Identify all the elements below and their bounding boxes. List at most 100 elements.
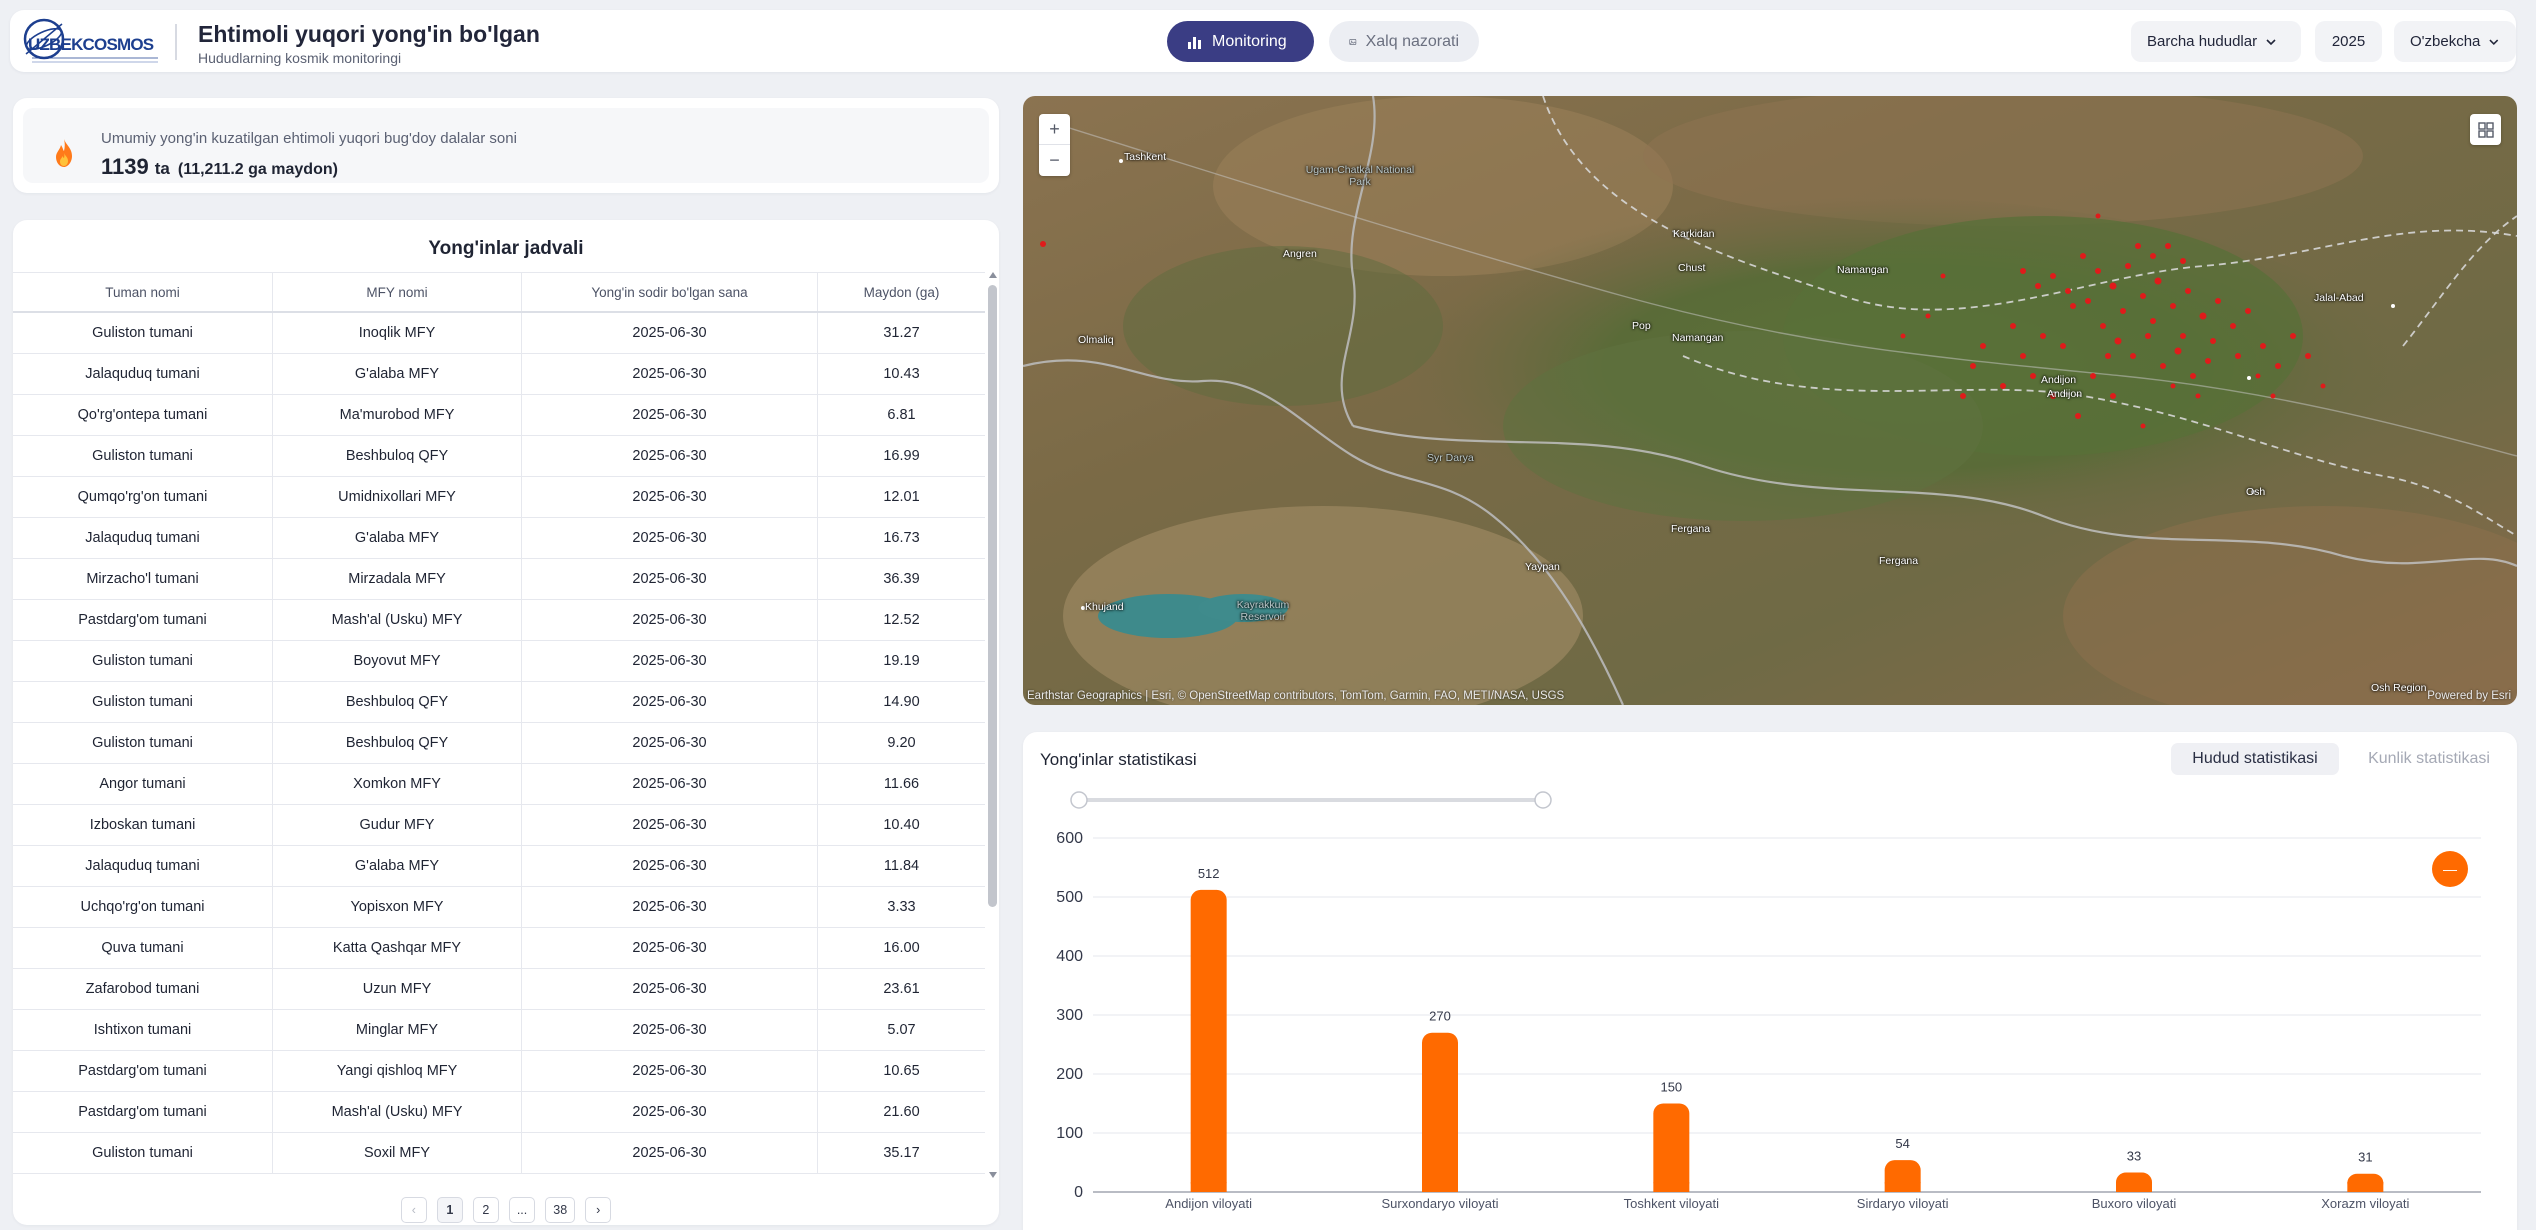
zoom-in-button[interactable]: + bbox=[1039, 114, 1070, 145]
bar[interactable] bbox=[1653, 1103, 1690, 1193]
cell-mfy: Inoqlik MFY bbox=[273, 313, 522, 353]
table-scrollbar[interactable] bbox=[986, 272, 999, 1178]
table-row[interactable]: Izboskan tumani Gudur MFY 2025-06-30 10.40 bbox=[13, 805, 985, 846]
table-row[interactable]: Pastdarg'om tumani Mash'al (Usku) MFY 2025… bbox=[13, 1092, 985, 1133]
bar-value-label: 150 bbox=[1660, 1080, 1682, 1095]
table-row[interactable]: Ishtixon tumani Minglar MFY 2025-06-30 5.07 bbox=[13, 1010, 985, 1051]
table-row[interactable]: Jalaquduq tumani G'alaba MFY 2025-06-30 11.… bbox=[13, 846, 985, 887]
map-label: Syr Darya bbox=[1427, 452, 1474, 464]
cell-tuman: Uchqo'rg'on tumani bbox=[13, 887, 273, 927]
language-select-value: O'zbekcha bbox=[2410, 33, 2481, 50]
chart-menu-button[interactable]: — bbox=[2432, 851, 2468, 887]
cell-tuman: Pastdarg'om tumani bbox=[13, 600, 273, 640]
tab-hudud-statistikasi[interactable]: Hudud statistikasi bbox=[2171, 743, 2339, 775]
chevron-down-icon bbox=[2489, 39, 2499, 45]
x-tick-label: Toshkent viloyati bbox=[1624, 1196, 1719, 1211]
scroll-down-icon[interactable] bbox=[989, 1172, 997, 1178]
table-row[interactable]: Qo'rg'ontepa tumani Ma'murobod MFY 2025-06… bbox=[13, 395, 985, 436]
map-label: Khujand bbox=[1085, 601, 1124, 613]
bar-base bbox=[2347, 1182, 2384, 1192]
cell-tuman: Zafarobod tumani bbox=[13, 969, 273, 1009]
x-tick-label: Sirdaryo viloyati bbox=[1857, 1196, 1949, 1211]
region-select[interactable]: Barcha hududlar bbox=[2131, 21, 2301, 62]
range-slider-end-handle[interactable] bbox=[1534, 791, 1552, 809]
bar-base bbox=[1190, 1182, 1227, 1192]
table-row[interactable]: Jalaquduq tumani G'alaba MFY 2025-06-30 10.… bbox=[13, 354, 985, 395]
table-row[interactable]: Qumqo'rg'on tumani Umidnixollari MFY 2025-… bbox=[13, 477, 985, 518]
scroll-thumb[interactable] bbox=[988, 285, 997, 907]
column-header[interactable]: MFY nomi bbox=[273, 273, 522, 311]
table-row[interactable]: Guliston tumani Beshbuloq QFY 2025-06-30 16… bbox=[13, 436, 985, 477]
map-imagery[interactable] bbox=[1023, 96, 2517, 705]
cell-area: 12.52 bbox=[883, 612, 920, 628]
cell-area: 10.43 bbox=[883, 366, 920, 382]
summary-value: 1139 ta (11,211.2 ga maydon) bbox=[101, 154, 338, 180]
cell-tuman: Quva tumani bbox=[13, 928, 273, 968]
cell-tuman: Ishtixon tumani bbox=[13, 1010, 273, 1050]
uzbekcosmos-logo[interactable]: UZBEKCOSMOS bbox=[20, 16, 165, 68]
page-button-2[interactable]: 2 bbox=[472, 1197, 499, 1223]
scroll-up-icon[interactable] bbox=[989, 272, 997, 278]
table-row[interactable]: Angor tumani Xomkon MFY 2025-06-30 11.66 bbox=[13, 764, 985, 805]
tab-kunlik-statistikasi[interactable]: Kunlik statistikasi bbox=[2368, 750, 2490, 767]
cell-mfy: Mash'al (Usku) MFY bbox=[273, 600, 522, 640]
table-row[interactable]: Guliston tumani Boyovut MFY 2025-06-30 19.1… bbox=[13, 641, 985, 682]
table-row[interactable]: Guliston tumani Beshbuloq QFY 2025-06-30 9.… bbox=[13, 723, 985, 764]
cell-mfy: Ma'murobod MFY bbox=[273, 395, 522, 435]
page-ellipsis[interactable]: ... bbox=[508, 1197, 536, 1223]
page-button-38[interactable]: 38 bbox=[545, 1197, 576, 1223]
cell-tuman: Jalaquduq tumani bbox=[13, 354, 273, 394]
column-header[interactable]: Maydon (ga) bbox=[863, 284, 940, 300]
satellite-map[interactable]: Tashkent Ugam-Chatkal National Park Angr… bbox=[1023, 96, 2517, 705]
table-row[interactable]: Guliston tumani Inoqlik MFY 2025-06-30 31.2… bbox=[13, 313, 985, 354]
map-label: Fergana bbox=[1671, 523, 1711, 535]
map-powered-by[interactable]: Powered by Esri bbox=[2427, 690, 2511, 702]
page-button-1[interactable]: 1 bbox=[436, 1197, 463, 1223]
year-select-value: 2025 bbox=[2331, 33, 2366, 50]
range-slider-start-handle[interactable] bbox=[1070, 791, 1088, 809]
table-row[interactable]: Mirzacho'l tumani Mirzadala MFY 2025-06-30… bbox=[13, 559, 985, 600]
table-row[interactable]: Pastdarg'om tumani Mash'al (Usku) MFY 2025… bbox=[13, 600, 985, 641]
cell-tuman: Angor tumani bbox=[13, 764, 273, 804]
tab-monitoring[interactable]: Monitoring bbox=[1167, 21, 1314, 62]
language-select[interactable]: O'zbekcha bbox=[2394, 21, 2516, 62]
cell-date: 2025-06-30 bbox=[522, 354, 818, 394]
cell-date: 2025-06-30 bbox=[522, 395, 818, 435]
cell-date: 2025-06-30 bbox=[522, 641, 818, 681]
column-header[interactable]: Tuman nomi bbox=[13, 273, 273, 311]
cell-date: 2025-06-30 bbox=[522, 313, 818, 353]
zoom-out-button[interactable]: − bbox=[1049, 150, 1060, 170]
cell-mfy: Xomkon MFY bbox=[273, 764, 522, 804]
layers-button[interactable] bbox=[2470, 114, 2501, 145]
table-row[interactable]: Jalaquduq tumani G'alaba MFY 2025-06-30 16.… bbox=[13, 518, 985, 559]
cell-tuman: Jalaquduq tumani bbox=[13, 846, 273, 886]
cell-mfy: Beshbuloq QFY bbox=[273, 682, 522, 722]
y-tick-label: 100 bbox=[1056, 1125, 1083, 1142]
cell-mfy: Katta Qashqar MFY bbox=[273, 928, 522, 968]
table-row[interactable]: Guliston tumani Soxil MFY 2025-06-30 35.17 bbox=[13, 1133, 985, 1174]
x-tick-label: Andijon viloyati bbox=[1165, 1196, 1252, 1211]
x-tick-label: Xorazm viloyati bbox=[2321, 1196, 2409, 1211]
bar-value-label: 512 bbox=[1198, 866, 1220, 881]
table-row[interactable]: Pastdarg'om tumani Yangi qishloq MFY 2025-… bbox=[13, 1051, 985, 1092]
cell-area: 36.39 bbox=[883, 571, 920, 587]
x-tick-label: Buxoro viloyati bbox=[2092, 1196, 2177, 1211]
cell-area: 12.01 bbox=[883, 489, 920, 505]
tab-xalq-nazorati[interactable]: Xalq nazorati bbox=[1329, 21, 1479, 62]
table-row[interactable]: Uchqo'rg'on tumani Yopisxon MFY 2025-06-30… bbox=[13, 887, 985, 928]
column-header[interactable]: Yong'in sodir bo'lgan sana bbox=[522, 273, 818, 311]
bar[interactable] bbox=[1422, 1032, 1458, 1192]
prev-page-button[interactable]: ‹ bbox=[400, 1197, 427, 1223]
table-row[interactable]: Zafarobod tumani Uzun MFY 2025-06-30 23.61 bbox=[13, 969, 985, 1010]
fire-table: Tuman nomi MFY nomi Yong'in sodir bo'lga… bbox=[13, 272, 985, 1174]
table-row[interactable]: Guliston tumani Beshbuloq QFY 2025-06-30 14… bbox=[13, 682, 985, 723]
table-title: Yong'inlar jadvali bbox=[428, 238, 584, 259]
y-tick-label: 300 bbox=[1056, 1007, 1083, 1024]
bar-chart-icon bbox=[1188, 36, 1201, 49]
cell-date: 2025-06-30 bbox=[522, 1051, 818, 1091]
year-select[interactable]: 2025 bbox=[2315, 21, 2382, 62]
bar-base bbox=[2116, 1182, 2152, 1192]
table-row[interactable]: Quva tumani Katta Qashqar MFY 2025-06-30 16… bbox=[13, 928, 985, 969]
next-page-button[interactable]: › bbox=[585, 1197, 612, 1223]
bar[interactable] bbox=[1190, 889, 1227, 1192]
